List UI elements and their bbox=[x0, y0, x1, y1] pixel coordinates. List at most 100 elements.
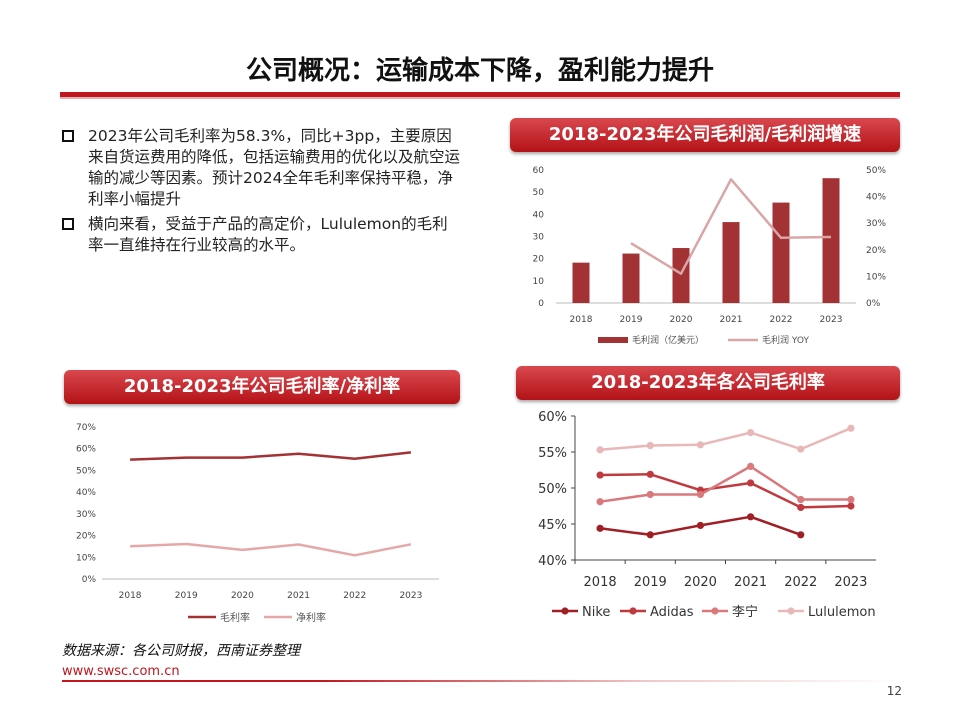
point-adidas bbox=[746, 479, 755, 487]
legend-marker-li-ning bbox=[711, 607, 719, 615]
y-tick-label: 40% bbox=[76, 488, 96, 498]
chart-title-peers: 2018-2023年各公司毛利率 bbox=[516, 366, 900, 400]
x-tick-label: 2023 bbox=[834, 575, 867, 590]
point-lululemon bbox=[596, 446, 604, 454]
legend-label: 毛利率 bbox=[220, 611, 250, 624]
point-lululemon bbox=[696, 441, 705, 449]
legend-marker-adidas bbox=[629, 607, 637, 615]
point-lululemon bbox=[797, 445, 805, 453]
y-tick-label-right: 10% bbox=[866, 272, 886, 282]
point-li-ning bbox=[596, 498, 604, 506]
x-tick-label: 2023 bbox=[820, 315, 843, 325]
line-lululemon bbox=[599, 427, 852, 452]
point-li-ning bbox=[646, 490, 654, 499]
y-tick-label: 70% bbox=[76, 423, 96, 433]
y-tick-label-left: 40 bbox=[533, 210, 545, 220]
bar-gross-profit bbox=[772, 202, 790, 303]
page-title: 公司概况：运输成本下降，盈利能力提升 bbox=[245, 56, 714, 86]
line-gross-margin bbox=[130, 451, 412, 461]
y-tick-label: 30% bbox=[76, 510, 96, 520]
point-li-ning bbox=[696, 490, 705, 499]
x-tick-label: 2020 bbox=[684, 575, 717, 590]
x-tick-label: 2022 bbox=[784, 575, 817, 590]
peer-margins-chart: 40% 45% 50% 55% 60% 2018 2019 2020 2021 2022 2023 N… bbox=[538, 410, 876, 620]
bar-gross-profit bbox=[572, 262, 590, 303]
y-tick-label-right: 30% bbox=[866, 219, 886, 229]
legend-swatch-gross-profit bbox=[598, 337, 628, 343]
point-nike bbox=[596, 524, 604, 532]
point-lululemon bbox=[646, 441, 654, 450]
bar-gross-profit bbox=[722, 222, 740, 303]
y-tick-label-left: 10 bbox=[533, 277, 545, 287]
square-bullet-icon bbox=[62, 130, 74, 142]
legend-label-yoy: 毛利润 YOY bbox=[762, 334, 809, 346]
bar-gross-profit bbox=[672, 248, 690, 303]
legend-label-li-ning: 李宁 bbox=[732, 604, 758, 620]
x-tick-label: 2020 bbox=[670, 315, 693, 325]
point-lululemon bbox=[847, 424, 855, 432]
legend-label-adidas: Adidas bbox=[650, 605, 694, 620]
bullet-item: 横向来看，受益于产品的高定价，Lululemon的毛利率一直维持在行业较高的水平… bbox=[62, 214, 462, 256]
point-adidas bbox=[596, 471, 604, 479]
line-gross-profit-yoy bbox=[630, 178, 832, 275]
y-tick-label: 10% bbox=[76, 553, 96, 563]
y-tick-label-right: 40% bbox=[866, 193, 886, 203]
y-tick-label: 0% bbox=[82, 575, 97, 585]
x-tick-label: 2022 bbox=[343, 591, 366, 601]
x-tick-label: 2018 bbox=[584, 575, 617, 590]
line-li-ning bbox=[599, 465, 851, 503]
bar-gross-profit bbox=[622, 253, 640, 303]
point-adidas bbox=[646, 470, 654, 478]
y-tick-label: 45% bbox=[538, 518, 567, 533]
bullet-text: 2023年公司毛利率为58.3%，同比+3pp，主要原因来自货运费用的降低，包括… bbox=[88, 127, 461, 208]
x-tick-label: 2020 bbox=[231, 591, 254, 601]
y-tick-label: 60% bbox=[538, 410, 567, 425]
chart-title-margins: 2018-2023年公司毛利率/净利率 bbox=[64, 370, 460, 404]
point-adidas bbox=[847, 502, 855, 510]
y-tick-label: 50% bbox=[538, 482, 567, 497]
x-tick-label: 2018 bbox=[119, 591, 142, 601]
point-li-ning bbox=[746, 462, 755, 470]
legend-label-lululemon: Lululemon bbox=[808, 605, 876, 620]
legend-label-nike: Nike bbox=[582, 605, 610, 620]
x-tick-label: 2021 bbox=[734, 575, 767, 590]
data-source-note: 数据来源：各公司财报，西南证券整理 bbox=[62, 643, 300, 659]
y-tick-label: 20% bbox=[76, 532, 96, 542]
point-li-ning bbox=[797, 495, 805, 504]
x-tick-label: 2019 bbox=[620, 315, 643, 325]
line-net-margin bbox=[130, 542, 412, 557]
x-tick-label: 2021 bbox=[287, 591, 310, 601]
y-tick-label-left: 30 bbox=[533, 233, 545, 243]
square-bullet-icon bbox=[62, 218, 74, 230]
legend-label: 净利率 bbox=[296, 611, 326, 624]
point-adidas bbox=[797, 503, 805, 512]
x-tick-label: 2023 bbox=[399, 591, 422, 601]
chart-title-gross-profit: 2018-2023年公司毛利润/毛利润增速 bbox=[510, 118, 900, 152]
point-nike bbox=[797, 531, 805, 539]
point-lululemon bbox=[746, 428, 755, 437]
point-nike bbox=[746, 513, 755, 521]
bullet-text: 横向来看，受益于产品的高定价，Lululemon的毛利率一直维持在行业较高的水平… bbox=[88, 215, 448, 254]
margins-chart: 0% 10% 20% 30% 40% 50% 60% 70% 2018 2019 2020 2021 2… bbox=[76, 423, 439, 624]
title-divider bbox=[60, 92, 900, 97]
y-tick-label: 55% bbox=[538, 446, 567, 461]
y-tick-label-left: 50 bbox=[533, 188, 545, 198]
legend-label-gross-profit: 毛利润（亿美元） bbox=[632, 334, 704, 346]
gross-profit-chart: 0 10 20 30 40 50 60 0% 10% 20% 30% 40% 50% 2018 2019 20… bbox=[533, 166, 887, 346]
y-tick-label: 60% bbox=[76, 445, 96, 455]
y-tick-label-left: 0 bbox=[538, 299, 544, 309]
y-tick-label-right: 50% bbox=[866, 166, 886, 176]
point-nike bbox=[696, 521, 705, 530]
y-tick-label: 40% bbox=[538, 554, 567, 569]
point-li-ning bbox=[847, 495, 855, 504]
x-tick-label: 2021 bbox=[720, 315, 743, 325]
bullet-item: 2023年公司毛利率为58.3%，同比+3pp，主要原因来自货运费用的降低，包括… bbox=[62, 126, 462, 210]
legend-marker-nike bbox=[561, 607, 569, 615]
legend-marker-lululemon bbox=[787, 607, 795, 615]
page-number: 12 bbox=[886, 684, 902, 698]
title-divider-shadow bbox=[60, 97, 900, 99]
bar-gross-profit bbox=[822, 178, 840, 303]
x-tick-label: 2022 bbox=[770, 315, 793, 325]
website-link[interactable]: www.swsc.com.cn bbox=[62, 664, 180, 679]
footer-divider bbox=[62, 680, 902, 682]
